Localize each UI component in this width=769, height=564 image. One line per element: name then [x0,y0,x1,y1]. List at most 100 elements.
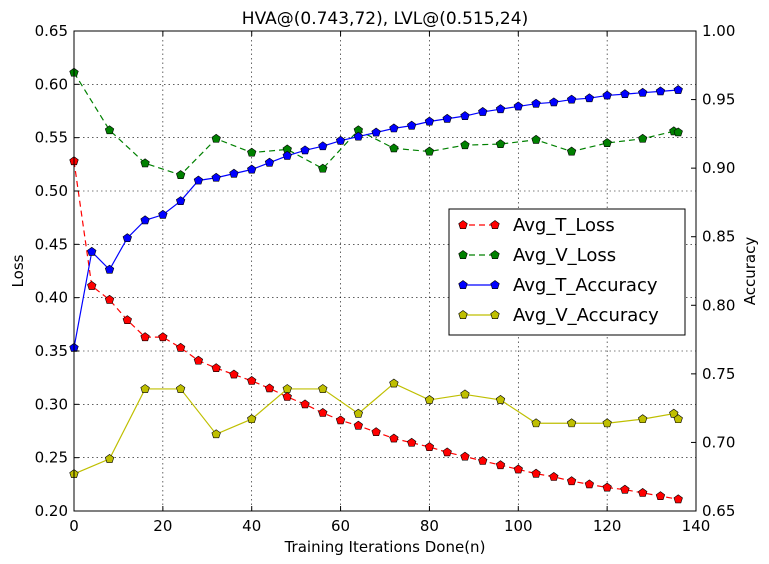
series-line [73,72,679,176]
data-point [549,471,559,481]
data-point [513,464,523,474]
series-Avg_V_Loss [69,67,683,179]
data-point [407,437,417,447]
y-tick-label: 0.55 [35,129,68,147]
data-point [424,146,435,156]
y2-tick-label: 0.70 [702,433,735,451]
data-point [282,384,292,393]
data-point [318,384,328,393]
data-point [673,414,683,424]
x-tick-label: 20 [153,517,172,535]
legend-label: Avg_T_Loss [513,215,615,236]
x-tick-label: 140 [682,517,711,535]
y2-tick-label: 0.75 [702,365,735,383]
y-tick-label: 0.65 [35,22,68,40]
data-point [442,113,452,123]
chart-title: HVA@(0.743,72), LVL@(0.515,24) [242,9,528,29]
data-point [229,369,239,379]
data-point [300,145,310,155]
grid [74,31,696,511]
legend-marker [490,250,500,259]
data-point [211,429,221,439]
data-point [264,157,275,167]
plot-frame [73,30,697,512]
data-point [638,133,648,143]
data-point [673,85,683,94]
x-tick-label: 40 [242,517,261,535]
data-point [264,383,275,393]
data-point [602,138,612,147]
data-point [424,395,435,404]
y-tick-label: 0.60 [35,75,68,93]
data-point [353,131,363,141]
legend: Avg_T_Loss Avg_V_Loss Avg_T_Accuracy Avg_V_… [448,208,686,336]
legend-marker [458,280,468,289]
data-point [140,332,150,342]
legend-marker [490,310,500,319]
data-point [282,150,292,160]
data-point [566,94,577,104]
data-point [140,215,150,225]
legend-marker [458,250,468,259]
data-point [140,158,150,168]
data-point [247,164,257,174]
data-point [531,418,541,428]
data-point [158,209,168,219]
data-point [175,170,186,179]
y2-tick-label: 0.65 [702,502,735,520]
data-point [549,97,559,107]
data-point [87,246,97,256]
legend-entry: Avg_T_Accuracy [458,275,658,296]
data-point [140,384,150,393]
data-point [104,294,115,304]
data-point [495,104,506,114]
x-tick-label: 0 [69,517,79,535]
legend-marker [490,220,500,229]
data-point [175,384,186,393]
data-point [478,107,488,116]
legend-marker [458,310,468,319]
y2-tick-label: 1.00 [702,22,735,40]
data-point [620,484,630,494]
series-Avg_T_Accuracy [69,85,683,352]
legend-label: Avg_T_Accuracy [513,275,658,296]
data-point [353,420,363,430]
data-point [247,147,257,157]
data-point [175,342,186,352]
data-point [193,175,204,185]
data-point [513,101,523,111]
data-point [602,90,612,100]
data-point [335,415,346,425]
data-point [602,482,612,492]
data-point [602,418,612,428]
y2-tick-label: 0.90 [702,159,735,177]
data-point [318,163,328,173]
data-point [620,89,630,99]
data-point [566,476,577,486]
y-tick-label: 0.30 [35,395,68,413]
data-point [389,433,399,443]
data-point [531,98,541,108]
data-point [389,143,399,153]
data-point [211,133,221,143]
y-tick-label: 0.35 [35,342,68,360]
data-point [87,281,97,290]
data-point [460,140,470,150]
axis-ticks: 0 20 40 60 80 100 120 140 0.20 0.25 0.30 0.35 0.40 0.… [35,22,736,535]
data-point [193,355,204,365]
data-point [531,134,541,144]
data-point [584,93,595,103]
data-point [531,468,541,478]
legend-label: Avg_V_Loss [513,245,616,266]
data-point [584,479,595,489]
data-point [104,264,115,274]
x-tick-label: 100 [504,517,533,535]
data-point [122,233,132,243]
data-point [460,389,470,399]
data-point [566,418,577,428]
legend-label: Avg_V_Accuracy [513,305,659,326]
data-point [389,378,399,388]
legend-entry: Avg_V_Loss [458,245,616,266]
data-point [175,196,186,205]
data-point [211,172,221,182]
